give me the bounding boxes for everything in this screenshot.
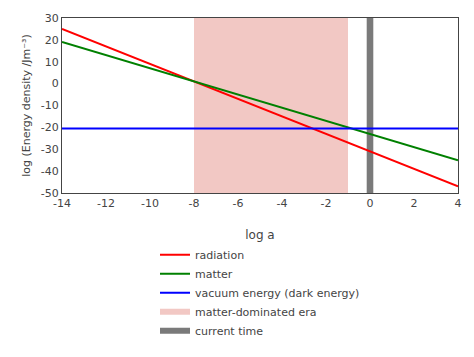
svg-text:-12: -12 <box>97 197 115 210</box>
svg-text:-14: -14 <box>53 197 71 210</box>
svg-text:-4: -4 <box>277 197 288 210</box>
svg-text:-6: -6 <box>233 197 244 210</box>
svg-text:current time: current time <box>195 325 263 338</box>
svg-text:vacuum energy (dark energy): vacuum energy (dark energy) <box>195 287 359 300</box>
svg-text:-10: -10 <box>141 197 159 210</box>
svg-text:4: 4 <box>455 197 462 210</box>
svg-text:-20: -20 <box>41 121 59 134</box>
svg-text:10: 10 <box>45 56 59 69</box>
svg-text:radiation: radiation <box>195 249 244 262</box>
svg-text:log a: log a <box>245 228 274 242</box>
svg-text:-30: -30 <box>41 143 59 156</box>
svg-text:2: 2 <box>411 197 418 210</box>
svg-text:-10: -10 <box>41 99 59 112</box>
svg-text:matter: matter <box>195 268 233 281</box>
svg-text:20: 20 <box>45 34 59 47</box>
svg-text:matter-dominated era: matter-dominated era <box>195 306 316 319</box>
svg-text:0: 0 <box>367 197 374 210</box>
svg-text:-8: -8 <box>189 197 200 210</box>
svg-text:log (Energy density /Jm⁻³): log (Energy density /Jm⁻³) <box>20 34 33 177</box>
svg-text:-50: -50 <box>41 187 59 200</box>
svg-text:0: 0 <box>52 77 59 90</box>
svg-text:-2: -2 <box>321 197 332 210</box>
svg-text:30: 30 <box>45 12 59 25</box>
svg-text:-40: -40 <box>41 165 59 178</box>
